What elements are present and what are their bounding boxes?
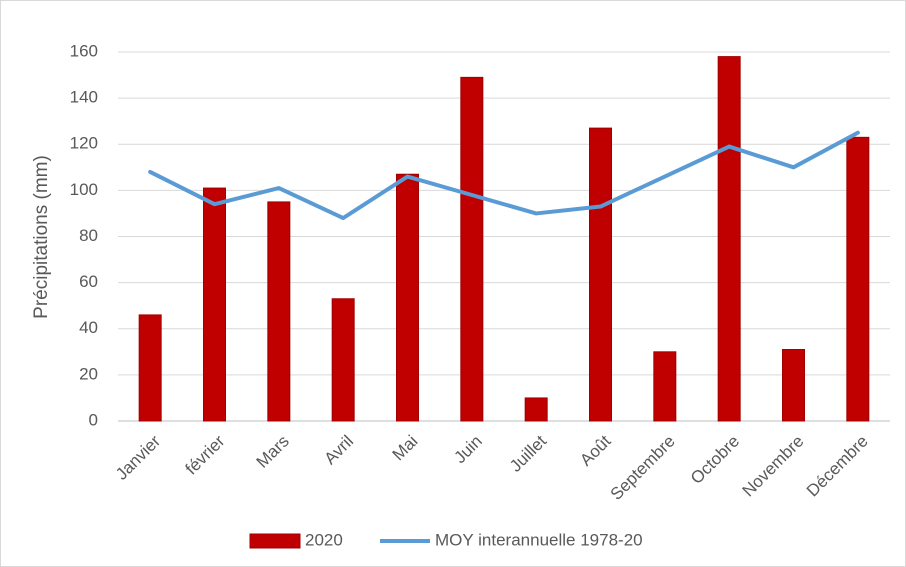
legend-label: MOY interannuelle 1978-20 (435, 530, 643, 549)
bar (331, 298, 355, 422)
bar (717, 56, 741, 422)
y-tick-label: 40 (79, 318, 98, 337)
y-tick-label: 140 (70, 88, 98, 107)
bar (138, 314, 162, 422)
y-tick-label: 20 (79, 364, 98, 383)
line (148, 130, 860, 221)
bar (653, 351, 677, 422)
bar (267, 201, 291, 422)
y-tick-label: 60 (79, 272, 98, 291)
legend-swatch (249, 533, 301, 549)
y-tick-label: 80 (79, 226, 98, 245)
y-tick-label: 0 (89, 410, 98, 429)
bar (460, 76, 484, 422)
bar (846, 136, 870, 422)
bar (203, 187, 226, 422)
y-tick-label: 100 (70, 180, 98, 199)
y-tick-label: 120 (70, 134, 98, 153)
legend-label: 2020 (305, 530, 343, 549)
y-tick-label: 160 (70, 41, 98, 60)
bar (524, 397, 548, 422)
bar (396, 173, 419, 422)
y-axis-title: Précipitations (mm) (31, 155, 52, 319)
bar (589, 127, 612, 422)
bar (782, 349, 805, 422)
